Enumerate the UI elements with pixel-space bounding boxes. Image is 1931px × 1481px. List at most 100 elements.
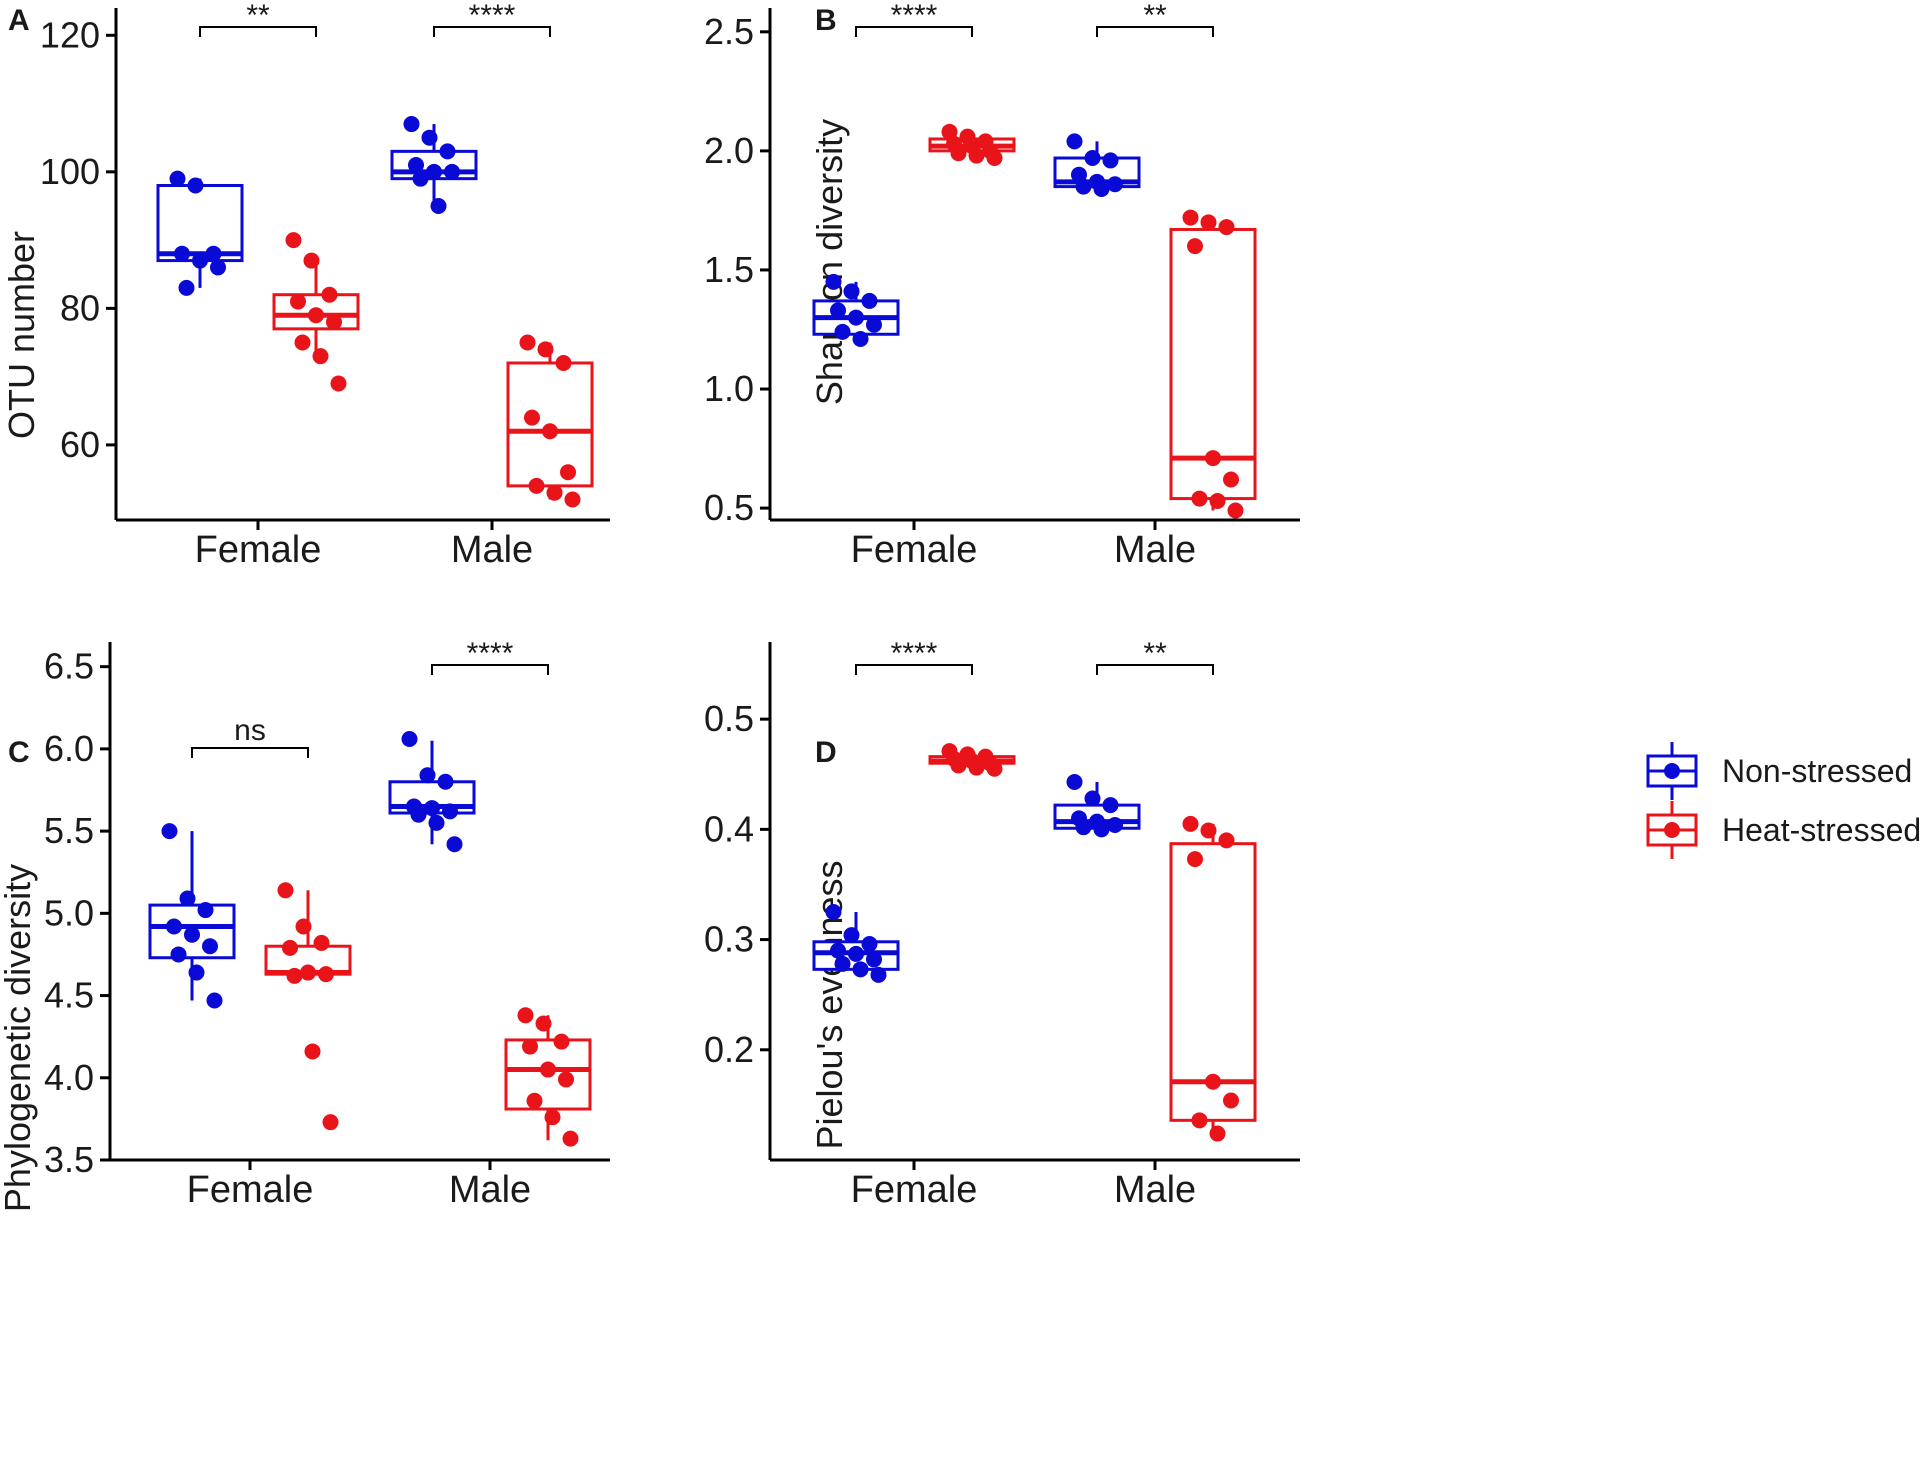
data-point bbox=[308, 307, 324, 324]
data-point bbox=[300, 964, 316, 981]
significance-bracket bbox=[1096, 664, 1214, 675]
data-point bbox=[1227, 502, 1244, 519]
data-point bbox=[1209, 1125, 1226, 1142]
legend-item-non-stressed: Non-stressed bbox=[1646, 742, 1912, 800]
plot-area bbox=[812, 743, 1257, 1142]
y-tick-label: 0.2 bbox=[704, 1029, 754, 1070]
y-tick-label: 60 bbox=[60, 424, 100, 465]
data-point bbox=[546, 484, 563, 501]
data-point bbox=[166, 918, 182, 935]
data-point bbox=[1075, 819, 1092, 836]
data-point bbox=[1102, 797, 1119, 814]
data-point bbox=[161, 823, 178, 840]
legend: Non-stressed Heat-stressed bbox=[1646, 742, 1921, 859]
x-ticks: Female Male bbox=[187, 1160, 531, 1211]
data-point bbox=[184, 926, 200, 943]
box-group bbox=[272, 232, 360, 392]
plot-area bbox=[148, 731, 592, 1147]
y-tick-label: 5.0 bbox=[44, 892, 94, 933]
significance-label: ** bbox=[1143, 0, 1167, 32]
data-point bbox=[188, 964, 205, 981]
data-point bbox=[861, 292, 878, 309]
data-point bbox=[852, 331, 869, 348]
data-point bbox=[540, 1061, 556, 1078]
significance: ns **** bbox=[191, 637, 549, 758]
x-tick-label: Male bbox=[449, 1169, 531, 1211]
y-axis-title: OTU number bbox=[1, 231, 42, 439]
data-point bbox=[426, 163, 442, 180]
box-group bbox=[1053, 773, 1141, 838]
y-tick-label: 100 bbox=[40, 151, 100, 192]
box-group bbox=[1169, 815, 1257, 1142]
data-point bbox=[866, 951, 882, 968]
data-point bbox=[562, 1130, 579, 1147]
data-point bbox=[1191, 490, 1208, 507]
data-point bbox=[1218, 219, 1235, 236]
data-point bbox=[169, 170, 186, 187]
significance-label: **** bbox=[891, 637, 938, 670]
data-point bbox=[1205, 1073, 1221, 1090]
x-ticks: Female Male bbox=[195, 520, 533, 571]
data-point bbox=[834, 323, 851, 340]
data-point bbox=[968, 147, 985, 164]
significance-label: **** bbox=[891, 0, 938, 32]
data-point bbox=[410, 806, 427, 823]
significance-label: ** bbox=[1143, 637, 1167, 670]
data-point bbox=[1066, 773, 1083, 790]
y-axis-title: Shannon diversity bbox=[809, 119, 850, 405]
data-point bbox=[303, 252, 320, 269]
data-point bbox=[825, 273, 842, 290]
y-tick-label: 0.3 bbox=[704, 919, 754, 960]
x-tick-label: Male bbox=[1114, 529, 1196, 571]
data-point bbox=[843, 283, 860, 300]
data-point bbox=[843, 927, 860, 944]
box-group bbox=[812, 273, 900, 348]
y-axis-title: Phylogenetic diversity bbox=[0, 864, 38, 1212]
y-tick-label: 80 bbox=[60, 287, 100, 328]
data-point bbox=[1066, 133, 1083, 150]
data-point bbox=[986, 760, 1003, 777]
data-point bbox=[524, 409, 540, 426]
significance-bracket bbox=[855, 664, 973, 675]
data-point bbox=[834, 955, 851, 972]
data-point bbox=[330, 375, 347, 392]
box-group bbox=[928, 123, 1016, 167]
significance-bracket bbox=[199, 26, 317, 37]
data-point bbox=[1223, 1092, 1239, 1109]
data-point bbox=[830, 942, 846, 959]
data-point bbox=[1191, 1112, 1208, 1129]
y-tick-label: 6.5 bbox=[44, 646, 94, 687]
panel-letter: C bbox=[8, 736, 30, 769]
x-tick-label: Male bbox=[1114, 1169, 1196, 1211]
data-point bbox=[1200, 214, 1217, 231]
data-point bbox=[535, 1015, 552, 1032]
y-tick-label: 4.0 bbox=[44, 1057, 94, 1098]
data-point bbox=[1223, 471, 1239, 488]
data-point bbox=[437, 773, 454, 790]
data-point bbox=[560, 464, 576, 481]
data-point bbox=[537, 341, 554, 358]
data-point bbox=[295, 918, 312, 935]
data-point bbox=[294, 334, 311, 351]
data-point bbox=[421, 129, 438, 146]
data-point bbox=[170, 946, 187, 963]
significance: ****** bbox=[855, 637, 1214, 675]
data-point bbox=[1209, 492, 1226, 509]
data-point bbox=[179, 890, 196, 907]
significance-bracket bbox=[431, 664, 549, 675]
y-tick-label: 0.5 bbox=[704, 698, 754, 739]
y-tick-label: 0.4 bbox=[704, 808, 754, 849]
data-point bbox=[1187, 851, 1203, 868]
box-group bbox=[264, 882, 352, 1131]
data-point bbox=[174, 245, 190, 262]
box-group bbox=[506, 334, 594, 508]
data-point bbox=[286, 967, 303, 984]
data-point bbox=[852, 961, 869, 978]
y-tick-label: 5.5 bbox=[44, 810, 94, 851]
x-tick-label: Female bbox=[195, 529, 322, 571]
data-point bbox=[313, 934, 330, 951]
data-point bbox=[526, 1092, 543, 1109]
data-point bbox=[1093, 821, 1110, 838]
